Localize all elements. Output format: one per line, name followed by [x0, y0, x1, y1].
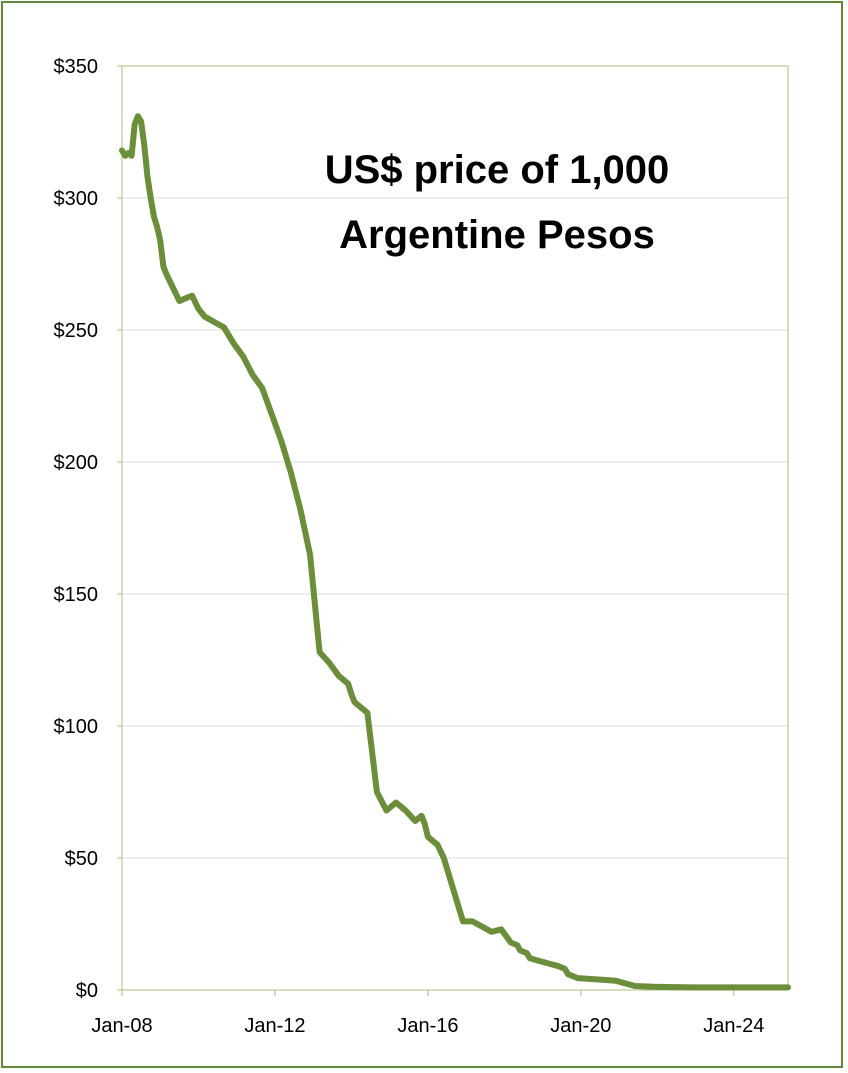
chart-title-line-2: Argentine Pesos	[339, 213, 655, 257]
x-tick-label: Jan-12	[244, 1015, 305, 1037]
x-axis: Jan-08 Jan-12 Jan-16 Jan-20 Jan-24	[91, 990, 764, 1037]
plot-area	[121, 65, 789, 991]
y-tick-label: $350	[54, 56, 99, 78]
y-tick-label: $250	[54, 320, 99, 342]
y-tick-label: $150	[54, 584, 99, 606]
x-tick-label: Jan-20	[550, 1015, 611, 1037]
x-tick-label: Jan-24	[703, 1015, 764, 1037]
y-axis: $0 $50 $100 $150 $200 $250 $300 $350	[54, 56, 122, 1002]
series-line	[119, 113, 791, 991]
chart-title-line-1: US$ price of 1,000	[325, 148, 670, 192]
y-tick-label: $0	[76, 980, 98, 1002]
x-tick-label: Jan-16	[397, 1015, 458, 1037]
y-tick-label: $50	[65, 848, 98, 870]
y-tick-label: $100	[54, 716, 99, 738]
x-tick-label: Jan-08	[91, 1015, 152, 1037]
y-tick-label: $300	[54, 188, 99, 210]
y-tick-label: $200	[54, 452, 99, 474]
gridlines	[122, 197, 788, 859]
